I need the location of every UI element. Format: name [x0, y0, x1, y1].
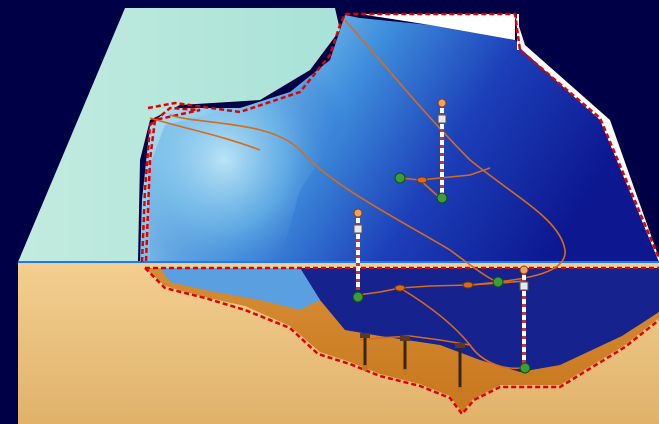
buoy-icon — [437, 98, 447, 108]
wellhead-icon — [436, 192, 448, 204]
riser-connector-icon — [437, 114, 447, 124]
pipeline-main — [344, 19, 566, 286]
pile-tip-icon — [362, 365, 368, 371]
boundary-outline-bottom — [144, 267, 659, 416]
manifold-icon — [394, 284, 406, 292]
boundary-outline-upper — [147, 12, 659, 259]
well-pile-cap-icon — [360, 333, 370, 338]
basin-rim-top — [360, 14, 515, 40]
wellhead-icon — [352, 291, 364, 303]
wellhead-icon — [492, 276, 504, 288]
pile-tip-icon — [457, 387, 463, 393]
subsea-equipment — [352, 172, 531, 374]
well-pile-cap-icon — [455, 343, 465, 348]
wellhead-icon — [394, 172, 406, 184]
riser-connector-icon — [519, 281, 529, 291]
boundary-outline-top — [140, 106, 201, 263]
coastal-plain — [18, 8, 340, 262]
buoy-icon — [353, 208, 363, 218]
front-water-cutaway — [300, 268, 659, 372]
pipeline-west — [149, 117, 261, 151]
manifold-icon — [416, 176, 428, 184]
buoy-icon — [519, 265, 529, 275]
riser-connector-icon — [353, 224, 363, 234]
well-piles — [360, 333, 465, 393]
riser-east — [519, 265, 529, 365]
manifold-icon — [462, 281, 474, 289]
well-pile-cap-icon — [400, 336, 410, 341]
pile-tip-icon — [402, 369, 408, 375]
riser-west — [353, 208, 363, 290]
front-water-shallow — [160, 268, 320, 310]
wellhead-icon — [519, 362, 531, 374]
pipeline-shore — [169, 114, 499, 283]
riser-north — [437, 98, 447, 195]
